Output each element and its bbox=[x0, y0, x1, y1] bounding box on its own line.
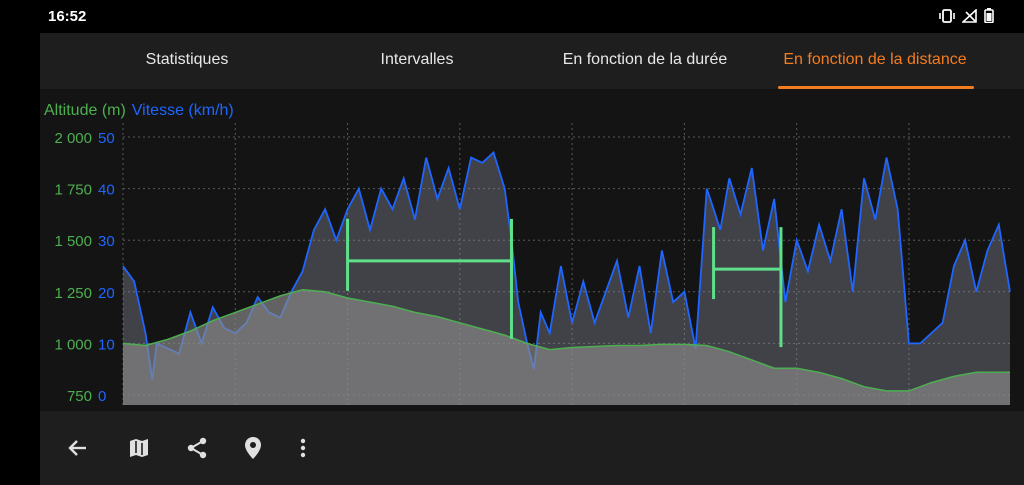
y-left-tick-label: 1 000 bbox=[54, 336, 92, 353]
status-icons bbox=[938, 8, 994, 23]
map-icon bbox=[130, 439, 148, 457]
legend-speed: Vitesse (km/h) bbox=[131, 102, 234, 119]
tab-intervalles[interactable]: Intervalles bbox=[380, 51, 454, 68]
app-window: Statistiques Intervalles En fonction de … bbox=[40, 33, 1024, 485]
legend-altitude: Altitude (m) bbox=[44, 102, 126, 119]
chart-panel: Altitude (m) Vitesse (km/h) 2 000 50 1 750 4… bbox=[40, 89, 1024, 433]
more-vert-icon bbox=[300, 438, 306, 458]
y-left-tick-label: 2 000 bbox=[54, 130, 92, 147]
share-icon bbox=[187, 437, 207, 459]
y-right-tick-label: 30 bbox=[98, 233, 115, 250]
status-time: 16:52 bbox=[48, 8, 87, 25]
share-button[interactable] bbox=[182, 433, 212, 463]
back-arrow-icon bbox=[68, 440, 86, 456]
tab-en-fonction-de-la-duree[interactable]: En fonction de la durée bbox=[562, 51, 728, 68]
vibrate-icon bbox=[939, 8, 955, 23]
signal-off-icon bbox=[962, 8, 977, 23]
y-right-tick-label: 10 bbox=[98, 336, 115, 353]
battery-icon bbox=[984, 8, 994, 23]
y-right-tick-label: 20 bbox=[98, 285, 115, 302]
status-bar: 16:52 bbox=[0, 0, 1024, 33]
map-button[interactable] bbox=[124, 433, 154, 463]
active-tab-indicator bbox=[778, 86, 974, 89]
y-right-tick-label: 40 bbox=[98, 182, 115, 199]
location-pin-icon bbox=[245, 437, 261, 459]
tab-statistiques[interactable]: Statistiques bbox=[145, 51, 229, 68]
chart-legend: Altitude (m) Vitesse (km/h) bbox=[44, 102, 234, 120]
y-right-tick-label: 0 bbox=[98, 388, 106, 405]
location-button[interactable] bbox=[238, 433, 268, 463]
more-options-button[interactable] bbox=[288, 433, 318, 463]
tab-bar: Statistiques Intervalles En fonction de … bbox=[40, 33, 1024, 90]
y-left-tick-label: 750 bbox=[67, 388, 92, 405]
altitude-line bbox=[122, 288, 1010, 392]
y-left-tick-label: 1 250 bbox=[54, 285, 92, 302]
y-left-tick-label: 1 750 bbox=[54, 182, 92, 199]
tab-en-fonction-de-la-distance[interactable]: En fonction de la distance bbox=[783, 51, 967, 68]
y-left-tick-label: 1 500 bbox=[54, 233, 92, 250]
bottom-toolbar bbox=[40, 411, 1024, 485]
y-right-tick-label: 50 bbox=[98, 130, 115, 147]
back-button[interactable] bbox=[62, 433, 92, 463]
altitude-area bbox=[123, 289, 1010, 405]
